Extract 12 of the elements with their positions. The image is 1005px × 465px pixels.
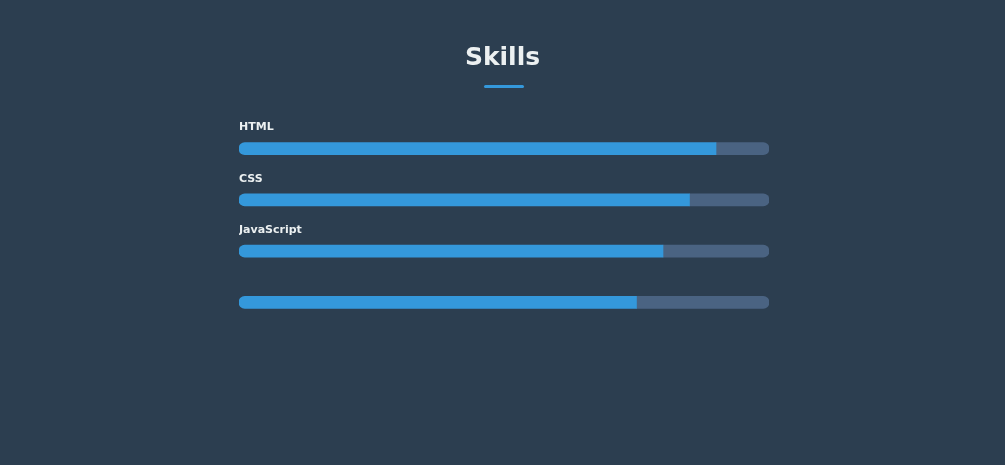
bar	[715, 142, 769, 155]
chart-title: Skills	[463, 42, 542, 71]
bar	[239, 193, 690, 207]
bar	[662, 244, 769, 258]
bar	[689, 193, 769, 207]
bar	[636, 296, 769, 309]
y-tick-label: HTML	[239, 120, 274, 134]
bar	[239, 142, 717, 155]
y-tick-label: CSS	[239, 171, 263, 185]
bar	[239, 244, 664, 258]
bar	[239, 296, 637, 309]
y-tick-label: JavaScript	[238, 222, 302, 236]
